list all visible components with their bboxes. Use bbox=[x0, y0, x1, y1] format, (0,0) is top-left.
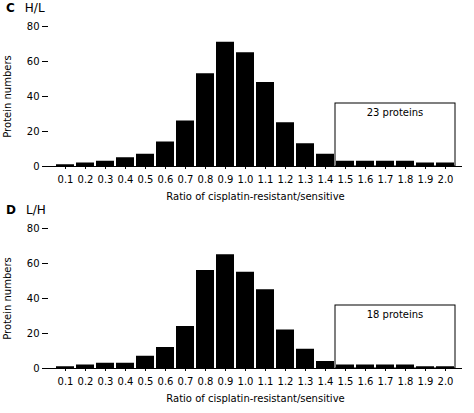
html-text:L/H: L/H bbox=[26, 203, 46, 217]
svg-text:0.2: 0.2 bbox=[78, 174, 94, 185]
svg-text:0.5: 0.5 bbox=[138, 174, 154, 185]
svg-text:Ratio of cisplatin-resistant/s: Ratio of cisplatin-resistant/sensitive bbox=[166, 191, 344, 202]
svg-text:60: 60 bbox=[27, 258, 40, 269]
svg-text:1.8: 1.8 bbox=[398, 376, 414, 387]
svg-text:0.4: 0.4 bbox=[118, 376, 134, 387]
svg-text:1.6: 1.6 bbox=[358, 174, 374, 185]
svg-text:2.0: 2.0 bbox=[438, 376, 454, 387]
svg-text:1.7: 1.7 bbox=[378, 376, 394, 387]
svg-text:0.7: 0.7 bbox=[178, 376, 194, 387]
svg-text:1.0: 1.0 bbox=[238, 376, 254, 387]
svg-text:1.5: 1.5 bbox=[338, 376, 354, 387]
svg-text:1.6: 1.6 bbox=[358, 376, 374, 387]
svg-text:18 proteins: 18 proteins bbox=[367, 309, 424, 320]
svg-text:0.1: 0.1 bbox=[58, 376, 74, 387]
svg-text:0.1: 0.1 bbox=[58, 174, 74, 185]
svg-text:1.7: 1.7 bbox=[378, 174, 394, 185]
svg-text:1.9: 1.9 bbox=[418, 376, 434, 387]
svg-text:0.4: 0.4 bbox=[118, 174, 134, 185]
html-text:C: C bbox=[6, 1, 15, 15]
svg-text:1.0: 1.0 bbox=[238, 174, 254, 185]
svg-text:1.4: 1.4 bbox=[318, 174, 334, 185]
svg-text:20: 20 bbox=[27, 126, 40, 137]
svg-text:1.9: 1.9 bbox=[418, 174, 434, 185]
svg-text:1.4: 1.4 bbox=[318, 376, 334, 387]
svg-text:1.5: 1.5 bbox=[338, 174, 354, 185]
svg-text:40: 40 bbox=[27, 91, 40, 102]
svg-text:20: 20 bbox=[27, 328, 40, 339]
svg-text:0.3: 0.3 bbox=[98, 376, 114, 387]
html-text:D: D bbox=[6, 203, 16, 217]
svg-text:0.8: 0.8 bbox=[198, 376, 214, 387]
svg-text:80: 80 bbox=[27, 21, 40, 32]
svg-text:1.1: 1.1 bbox=[258, 174, 274, 185]
svg-text:0: 0 bbox=[33, 161, 39, 172]
svg-text:Protein numbers: Protein numbers bbox=[2, 55, 13, 137]
svg-text:Protein numbers: Protein numbers bbox=[2, 257, 13, 339]
svg-text:Ratio of cisplatin-resistant/s: Ratio of cisplatin-resistant/sensitive bbox=[166, 393, 344, 404]
svg-text:0.9: 0.9 bbox=[218, 174, 234, 185]
svg-text:0.7: 0.7 bbox=[178, 174, 194, 185]
svg-text:0.2: 0.2 bbox=[78, 376, 94, 387]
svg-text:40: 40 bbox=[27, 293, 40, 304]
svg-text:0.6: 0.6 bbox=[158, 376, 174, 387]
svg-text:60: 60 bbox=[27, 56, 40, 67]
svg-text:1.2: 1.2 bbox=[278, 174, 294, 185]
svg-text:1.2: 1.2 bbox=[278, 376, 294, 387]
svg-text:1.8: 1.8 bbox=[398, 174, 414, 185]
svg-text:1.3: 1.3 bbox=[298, 376, 314, 387]
svg-text:0.9: 0.9 bbox=[218, 376, 234, 387]
svg-text:1.1: 1.1 bbox=[258, 376, 274, 387]
svg-text:23 proteins: 23 proteins bbox=[367, 107, 424, 118]
svg-text:0.8: 0.8 bbox=[198, 174, 214, 185]
svg-text:0.5: 0.5 bbox=[138, 376, 154, 387]
html-text:H/L: H/L bbox=[24, 1, 45, 15]
svg-text:0: 0 bbox=[33, 363, 39, 374]
svg-text:80: 80 bbox=[27, 223, 40, 234]
svg-text:1.3: 1.3 bbox=[298, 174, 314, 185]
svg-text:0.3: 0.3 bbox=[98, 174, 114, 185]
svg-text:0.6: 0.6 bbox=[158, 174, 174, 185]
svg-text:2.0: 2.0 bbox=[438, 174, 454, 185]
